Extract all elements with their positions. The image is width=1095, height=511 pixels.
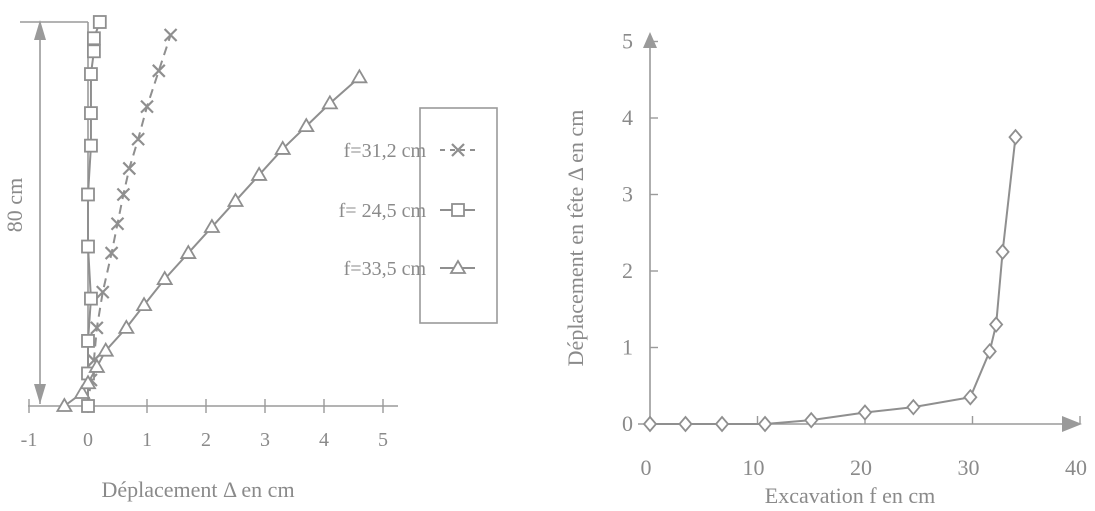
data-point	[226, 192, 245, 207]
data-point	[274, 140, 292, 155]
data-point	[117, 319, 135, 334]
data-point	[122, 161, 137, 176]
data-point	[988, 316, 1004, 333]
data-point	[90, 321, 104, 335]
right-y-tick-label: 3	[622, 182, 633, 207]
right-chart: 0 10 20 30 40 0 1 2 3 4 5 Excavation f en cm Dépla…	[563, 29, 1087, 509]
legend-marker	[451, 143, 465, 157]
right-x-tick-label: 10	[743, 455, 765, 480]
series-line	[650, 137, 1017, 425]
arrow-down-icon	[34, 384, 46, 404]
data-point	[87, 31, 101, 46]
series-line	[87, 34, 172, 407]
data-point	[84, 291, 98, 306]
left-x-tick-label: 5	[378, 429, 388, 451]
data-point	[678, 415, 693, 433]
data-point	[135, 296, 153, 312]
legend-marker	[449, 259, 467, 274]
data-point	[87, 44, 101, 59]
height-label: 80 cm	[2, 178, 27, 232]
data-point	[297, 117, 315, 133]
legend-label: f= 24,5 cm	[339, 200, 427, 222]
legend-box	[419, 107, 498, 324]
data-point	[79, 374, 97, 390]
data-point	[104, 246, 119, 260]
data-point	[714, 415, 730, 433]
data-point	[110, 216, 125, 231]
data-point	[95, 285, 110, 299]
right-x-tick-label: 40	[1065, 455, 1087, 480]
data-point	[81, 334, 95, 348]
data-point	[140, 99, 154, 114]
legend-label: f=33,5 cm	[344, 258, 427, 280]
data-point	[250, 166, 268, 181]
legend-label: f=31,2 cm	[344, 140, 427, 162]
right-y-tick-label: 5	[622, 29, 633, 54]
data-point	[81, 239, 95, 254]
data-point	[81, 187, 95, 202]
series-line	[63, 76, 361, 407]
left-x-tick-label: 1	[142, 429, 152, 451]
data-point	[963, 388, 978, 406]
data-point	[156, 270, 174, 285]
left-x-tick-label: -1	[21, 429, 38, 451]
data-point	[179, 244, 197, 259]
data-point	[88, 358, 106, 373]
legend-marker	[451, 203, 465, 217]
left-x-tick-label: 2	[201, 429, 211, 451]
data-point	[81, 399, 95, 413]
right-x-axis-title: Excavation f en cm	[765, 483, 935, 508]
right-y-tick-label: 2	[622, 258, 633, 283]
data-point	[804, 411, 819, 429]
left-x-tick-label: 3	[260, 429, 270, 451]
x-axis-arrow-icon	[1062, 416, 1082, 432]
right-y-tick-label: 1	[622, 335, 633, 360]
y-axis-arrow-icon	[643, 32, 657, 48]
data-point	[1008, 128, 1023, 146]
data-point	[757, 415, 773, 433]
data-point	[982, 342, 997, 360]
data-point	[55, 397, 73, 412]
right-y-tick-label: 0	[622, 411, 633, 436]
right-x-tick-label: 30	[958, 455, 980, 480]
right-x-tick-label: 0	[641, 455, 652, 480]
data-point	[84, 67, 98, 81]
data-point	[321, 94, 339, 110]
left-x-tick-label: 0	[83, 429, 93, 451]
data-point	[84, 106, 98, 121]
data-point	[350, 68, 368, 84]
left-x-tick-label: 4	[319, 429, 329, 451]
data-point	[73, 384, 91, 399]
data-point	[116, 187, 131, 202]
data-point	[131, 132, 145, 146]
data-point	[152, 64, 166, 78]
left-chart: 80 cm -1 0 1 2 3 4 5 Déplacement Δ en cm f=31,…	[2, 15, 498, 502]
data-point	[92, 15, 107, 29]
left-x-axis-title: Déplacement Δ en cm	[101, 477, 294, 502]
data-point	[97, 341, 115, 357]
right-x-tick-label: 20	[850, 455, 872, 480]
right-y-axis-title: Déplacement en tête Δ en cm	[563, 110, 588, 367]
arrow-up-icon	[34, 20, 46, 40]
data-point	[857, 404, 873, 421]
right-y-tick-label: 4	[622, 105, 633, 130]
data-point	[642, 415, 658, 433]
data-point	[995, 243, 1010, 261]
data-point	[163, 28, 178, 42]
data-point	[203, 218, 221, 233]
data-point	[84, 138, 98, 153]
data-point	[906, 398, 921, 416]
